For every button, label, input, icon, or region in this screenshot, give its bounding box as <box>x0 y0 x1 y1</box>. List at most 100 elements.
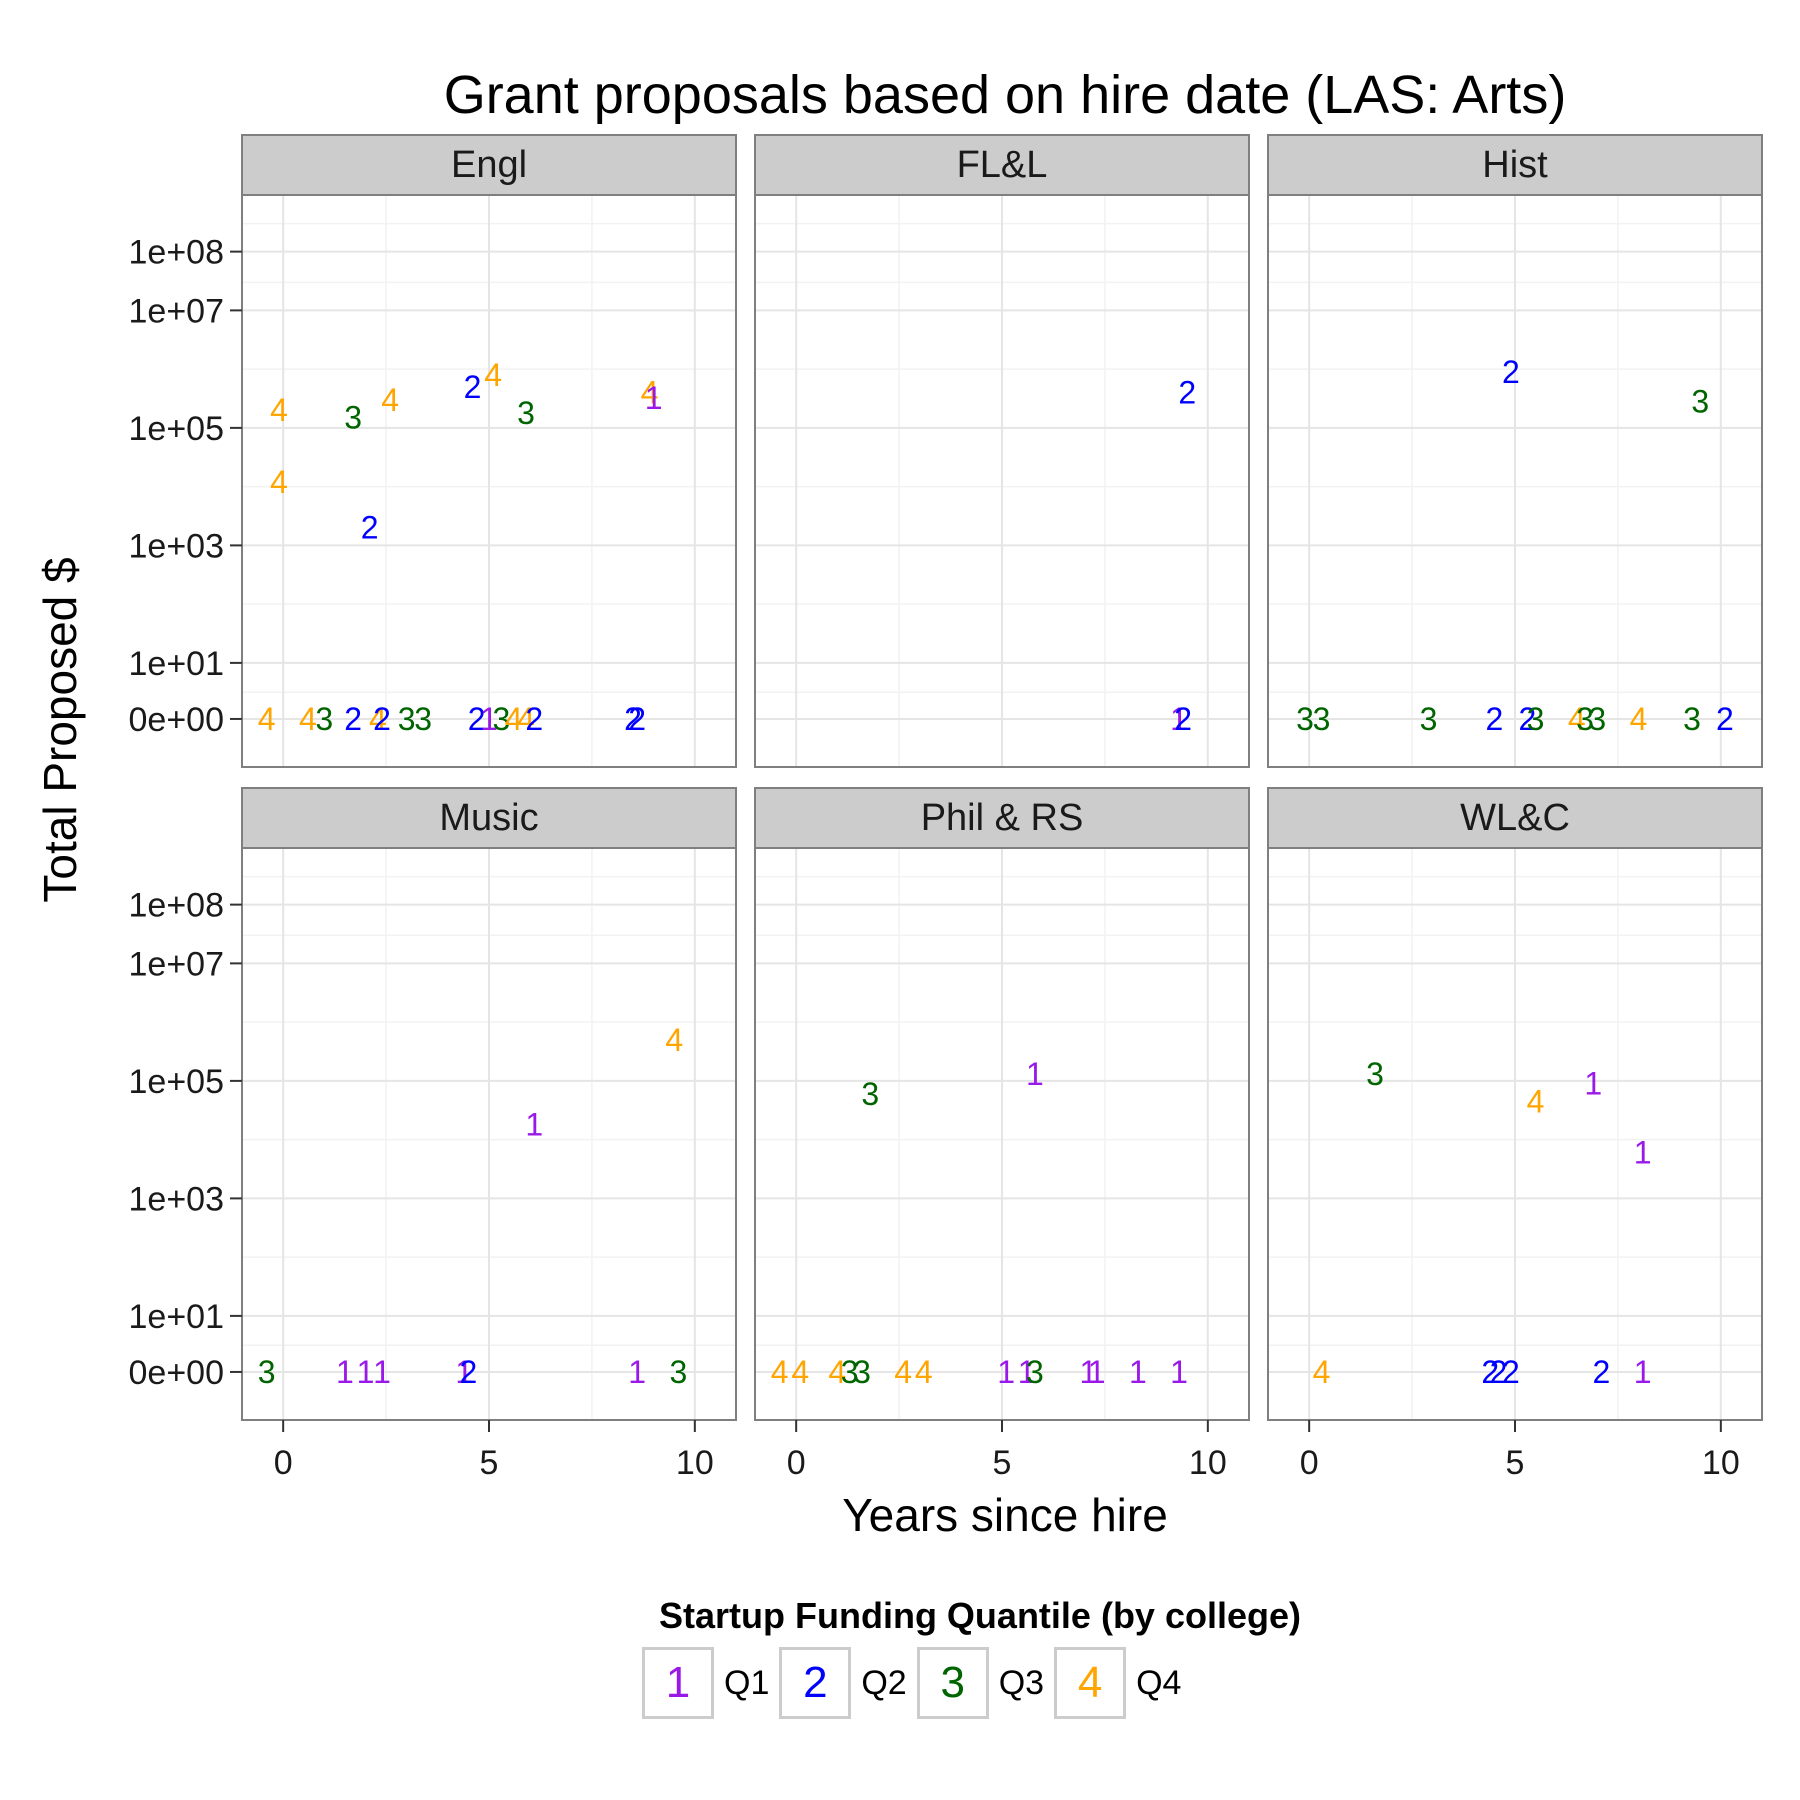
data-point: 3 <box>841 1354 859 1390</box>
data-point: 1 <box>1170 701 1188 737</box>
data-point: 4 <box>894 1354 912 1390</box>
facet-strip <box>754 787 1250 849</box>
data-point: 2 <box>1502 354 1520 390</box>
data-point: 2 <box>1178 375 1196 411</box>
x-tick-label: 0 <box>1300 1444 1319 1482</box>
y-tick-label: 1e+03 <box>129 527 225 565</box>
data-point: 4 <box>517 701 535 737</box>
data-point: 3 <box>1313 701 1331 737</box>
legend-key-q1: 1 <box>642 1647 714 1719</box>
data-point: 4 <box>915 1354 933 1390</box>
facet-border <box>754 194 1250 768</box>
data-point: 2 <box>468 701 486 737</box>
data-point: 4 <box>484 357 502 393</box>
data-point: 3 <box>853 1354 871 1390</box>
data-point: 4 <box>1630 701 1648 737</box>
legend-item-q2: 2 Q2 <box>779 1647 907 1719</box>
facet-strip <box>241 787 737 849</box>
x-tick-label: 10 <box>1189 1444 1227 1482</box>
y-tick-label: 0e+00 <box>129 1354 225 1392</box>
data-point: 3 <box>1683 701 1701 737</box>
data-point: 4 <box>791 1354 809 1390</box>
data-point: 2 <box>1486 701 1504 737</box>
data-point: 1 <box>1088 1354 1106 1390</box>
y-tick-label: 1e+05 <box>129 410 225 448</box>
chart-title: Grant proposals based on hire date (LAS:… <box>443 65 1567 125</box>
facet-panel: WL&C4 222 2 134 110 5 10 <box>1267 787 1763 1482</box>
x-tick-label: 5 <box>480 1444 499 1482</box>
data-point: 2 <box>1593 1354 1611 1390</box>
data-point: 2 <box>628 701 646 737</box>
data-point: 3 <box>414 701 432 737</box>
data-point: 4 <box>299 701 317 737</box>
data-point: 1 <box>628 1354 646 1390</box>
legend: Startup Funding Quantile (by college) 1 … <box>0 1595 1800 1719</box>
data-point: 4 <box>505 701 523 737</box>
data-point: 2 <box>361 510 379 546</box>
data-point: 3 <box>1026 1354 1044 1390</box>
facet-strip <box>1267 134 1763 196</box>
data-point: 1 <box>997 1354 1015 1390</box>
data-point: 3 <box>258 1354 276 1390</box>
legend-items: 1 Q1 2 Q2 3 Q3 4 Q4 <box>642 1647 1191 1719</box>
data-point: 4 <box>771 1354 789 1390</box>
data-point: 3 <box>1527 701 1545 737</box>
legend-item-q4: 4 Q4 <box>1054 1647 1181 1719</box>
data-point: 4 <box>381 382 399 418</box>
legend-label-q4: Q4 <box>1136 1663 1182 1702</box>
data-point: 3 <box>1588 701 1606 737</box>
data-point: 1 <box>1634 1135 1652 1171</box>
legend-item-q1: 1 Q1 <box>642 1647 769 1719</box>
y-tick-label: 0e+00 <box>129 701 225 739</box>
data-point: 4 <box>1313 1354 1331 1390</box>
legend-label-q3: Q3 <box>998 1663 1045 1702</box>
y-tick-label: 1e+01 <box>129 645 225 683</box>
data-point: 2 <box>373 701 391 737</box>
legend-label-q1: Q1 <box>724 1663 770 1702</box>
legend-item-q3: 3 Q3 <box>916 1647 1045 1719</box>
data-point: 1 <box>373 1354 391 1390</box>
data-point: 4 <box>1527 1083 1545 1119</box>
y-tick-label: 1e+03 <box>129 1180 225 1218</box>
facet-strip <box>241 134 737 196</box>
legend-key-q3: 3 <box>916 1647 989 1719</box>
legend-key-q4: 4 <box>1054 1647 1127 1719</box>
x-tick-label: 5 <box>1506 1444 1525 1482</box>
data-point: 3 <box>315 701 333 737</box>
data-point: 1 <box>1634 1354 1652 1390</box>
facet-strip <box>1267 787 1763 849</box>
data-point: 1 <box>1026 1056 1044 1092</box>
data-point: 2 <box>1481 1354 1499 1390</box>
facet-strip-label: Phil & RS <box>921 797 1084 839</box>
x-tick-label: 0 <box>274 1444 293 1482</box>
facet-border <box>241 194 737 768</box>
data-point: 3 <box>861 1076 879 1112</box>
facet-strip-label: WL&C <box>1460 797 1570 839</box>
legend-key-q2: 2 <box>779 1647 852 1719</box>
data-point: 3 <box>1296 701 1314 737</box>
data-point: 4 <box>270 392 288 428</box>
data-point: 1 <box>1129 1354 1147 1390</box>
legend-title: Startup Funding Quantile (by college) <box>658 1595 1301 1636</box>
data-point: 3 <box>344 400 362 436</box>
legend-label-q2: Q2 <box>861 1663 907 1702</box>
data-point: 3 <box>492 701 510 737</box>
x-axis-title: Years since hire <box>842 1489 1168 1541</box>
data-point: 4 <box>369 701 387 737</box>
data-point: 1 <box>480 701 498 737</box>
data-point: 2 <box>464 369 482 405</box>
data-point: 1 <box>455 1354 473 1390</box>
data-point: 1 <box>1584 1066 1602 1102</box>
data-point: 2 <box>624 701 642 737</box>
data-point: 4 <box>665 1022 683 1058</box>
y-tick-label: 1e+08 <box>129 234 225 272</box>
data-point: 4 <box>1568 701 1586 737</box>
facet-strip-label: Hist <box>1482 144 1548 186</box>
data-point: 2 <box>1174 701 1192 737</box>
